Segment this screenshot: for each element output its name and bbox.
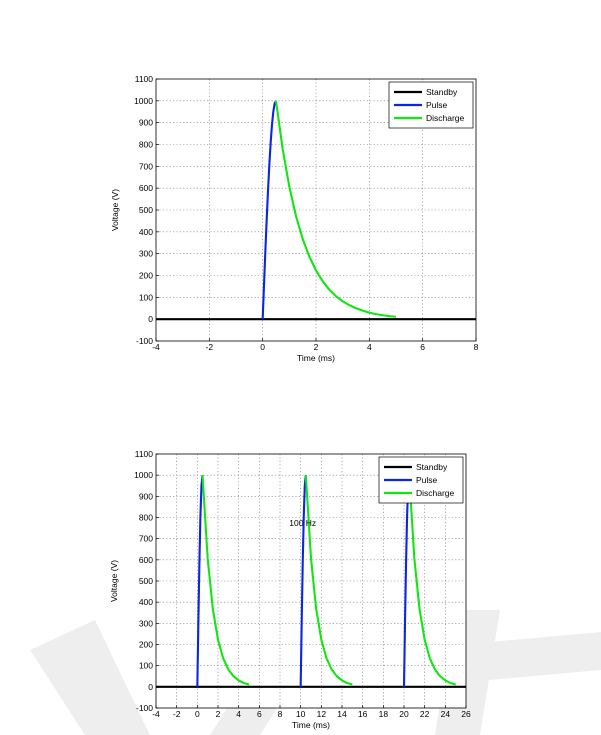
y-axis-label: Voltage (V) — [109, 560, 119, 602]
y-tick-label: 1000 — [134, 96, 153, 106]
x-tick-label: 8 — [278, 709, 283, 719]
x-tick-label: 14 — [337, 709, 347, 719]
y-tick-label: 900 — [139, 491, 153, 501]
legend-label-standby: Standby — [416, 462, 448, 472]
series-line-discharge — [201, 475, 456, 686]
y-tick-label: 300 — [139, 249, 153, 259]
x-axis-label: Time (ms) — [292, 720, 330, 730]
x-tick-label: 18 — [379, 709, 389, 719]
x-tick-label: -2 — [206, 342, 214, 352]
chart-bottom: -4 -2 0 2 4 6 8 10 12 14 16 18 20 22 24 26-100010020030… — [109, 449, 471, 730]
series-line-discharge — [274, 100, 397, 318]
y-tick-label: 0 — [148, 682, 153, 692]
x-tick-label: 16 — [358, 709, 368, 719]
legend-label-pulse: Pulse — [416, 475, 438, 485]
legend-label-standby: Standby — [426, 87, 458, 97]
y-axis-label: Voltage (V) — [110, 189, 120, 231]
y-tick-label: 700 — [139, 161, 153, 171]
x-tick-label: 2 — [314, 342, 319, 352]
y-tick-label: 1100 — [135, 74, 154, 84]
x-tick-label: 6 — [420, 342, 425, 352]
x-tick-label: 2 — [216, 709, 221, 719]
x-axis-label: Time (ms) — [297, 353, 335, 363]
x-tick-label: 0 — [260, 342, 265, 352]
plot-frame — [155, 453, 467, 709]
y-tick-label: 1100 — [135, 449, 154, 459]
chart-top: -4 -2 0 2 4 6 8 -100 0 100 200 300 400 500 600 700 800 90… — [110, 74, 479, 363]
x-tick-label: 4 — [367, 342, 372, 352]
x-tick-label: 20 — [399, 709, 409, 719]
y-tick-label: -100 — [136, 336, 153, 346]
x-tick-label: 6 — [257, 709, 262, 719]
x-tick-label: 12 — [317, 709, 327, 719]
y-tick-label: 900 — [139, 118, 153, 128]
legend-label-discharge: Discharge — [426, 113, 465, 123]
y-tick-label: 300 — [139, 618, 153, 628]
y-tick-label: -100 — [136, 703, 153, 713]
x-tick-label: 10 — [296, 709, 306, 719]
annotation-frequency: 100 Hz — [289, 518, 316, 528]
y-tick-label: 800 — [139, 513, 153, 523]
y-tick-label: 200 — [139, 640, 153, 650]
y-tick-label: 400 — [139, 597, 153, 607]
x-tick-label: 24 — [441, 709, 451, 719]
legend-label-discharge: Discharge — [416, 488, 455, 498]
x-tick-label: 22 — [420, 709, 430, 719]
y-tick-label: 200 — [139, 271, 153, 281]
y-tick-label: 800 — [139, 140, 153, 150]
x-tick-label: -4 — [152, 342, 160, 352]
x-tick-label: -2 — [173, 709, 181, 719]
x-tick-label: 0 — [195, 709, 200, 719]
x-tick-label: 4 — [236, 709, 241, 719]
x-tick-label: -4 — [152, 709, 160, 719]
y-tick-label: 400 — [139, 227, 153, 237]
y-tick-label: 500 — [139, 205, 153, 215]
legend-label-pulse: Pulse — [426, 100, 448, 110]
y-tick-label: 600 — [139, 183, 153, 193]
y-tick-label: 700 — [139, 534, 153, 544]
series-line-pulse — [261, 100, 277, 320]
y-tick-label: 600 — [139, 555, 153, 565]
y-tick-label: 1000 — [134, 470, 153, 480]
y-tick-label: 0 — [148, 314, 153, 324]
legend: Standby Pulse Discharge — [388, 81, 474, 129]
x-tick-label: 8 — [474, 342, 479, 352]
x-tick-label: 26 — [461, 709, 471, 719]
legend: Standby Pulse Discharge — [378, 456, 464, 504]
y-tick-label: 100 — [139, 292, 153, 302]
y-tick-label: 500 — [139, 576, 153, 586]
y-tick-label: 100 — [139, 661, 153, 671]
plot-frame — [155, 78, 477, 342]
